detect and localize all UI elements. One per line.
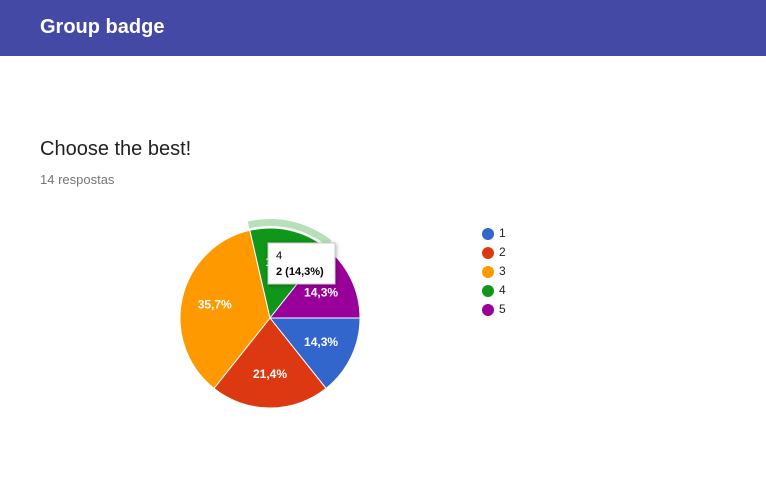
legend-swatch [482, 228, 494, 240]
hover-ring [247, 218, 332, 247]
question-title: Choose the best! [40, 138, 192, 160]
legend-label: 1 [499, 226, 506, 240]
tooltip-box [267, 242, 336, 285]
slice-label: 35,7% [198, 298, 232, 312]
tooltip-label: 4 [276, 250, 282, 262]
legend-swatch [482, 266, 494, 278]
header: Group badge [0, 0, 766, 56]
response-count: 14 respostas [40, 172, 115, 187]
slice-label: 14,3% [304, 286, 338, 300]
legend-label: 2 [499, 245, 506, 259]
legend-swatch [482, 304, 494, 316]
legend-label: 5 [499, 302, 506, 316]
slice-label: 21,4% [253, 367, 287, 381]
header-title: Group badge [40, 16, 165, 38]
legend-swatch [482, 247, 494, 259]
legend-label: 4 [499, 283, 506, 297]
pie-slice [179, 229, 271, 390]
pie-slice [268, 317, 361, 390]
pie-slice [213, 317, 327, 409]
legend-label: 3 [499, 264, 506, 278]
legend-swatch [482, 285, 494, 297]
tooltip-value: 2 (14,3%) [276, 266, 324, 278]
slice-label: 14,3% [304, 335, 338, 349]
